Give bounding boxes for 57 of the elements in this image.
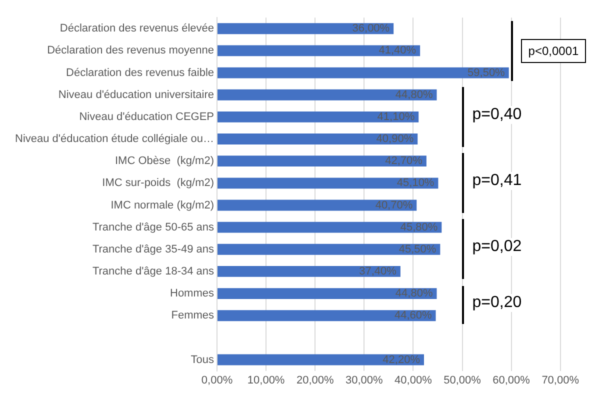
y-tick-label: Tranche d'âge 35-49 ans bbox=[92, 243, 215, 256]
data-label: 44,60% bbox=[394, 310, 432, 322]
y-tick-label: Déclaration des revenus moyenne bbox=[47, 44, 214, 57]
y-tick-label: Tous bbox=[190, 354, 214, 366]
data-label: 40,90% bbox=[376, 133, 414, 146]
y-tick-label: Hommes bbox=[170, 288, 215, 300]
bar bbox=[218, 266, 400, 277]
bar bbox=[218, 310, 436, 322]
y-tick-label: Niveau d'éducation CEGEP bbox=[79, 110, 214, 123]
y-tick-label: IMC sur-poids (kg/m2) bbox=[102, 177, 214, 190]
x-tick-label: 50,00% bbox=[444, 374, 482, 386]
bar bbox=[218, 23, 394, 34]
data-label: 42,70% bbox=[385, 155, 423, 168]
annotation: p=0,40 bbox=[472, 106, 522, 124]
annotation: p=0,02 bbox=[472, 238, 522, 256]
bar bbox=[218, 67, 509, 78]
bar bbox=[218, 288, 437, 299]
data-label: 42,20% bbox=[382, 354, 420, 366]
bar bbox=[218, 134, 418, 144]
data-label: 41,40% bbox=[378, 44, 416, 57]
bar bbox=[218, 45, 420, 56]
bar bbox=[218, 89, 437, 100]
annotation: p=0,41 bbox=[472, 172, 522, 190]
x-tick-label: 30,00% bbox=[346, 374, 384, 386]
data-label: 45,10% bbox=[396, 177, 434, 190]
y-tick-label: Déclaration des revenus faible bbox=[66, 66, 214, 79]
bar bbox=[218, 111, 419, 122]
data-label: 44,80% bbox=[395, 288, 433, 300]
data-label: 36,00% bbox=[352, 22, 390, 35]
x-tick-label: 0,00% bbox=[201, 374, 233, 386]
data-label: 59,50% bbox=[468, 66, 506, 79]
y-tick-label: Tranche d'âge 50-65 ans bbox=[92, 221, 215, 234]
bar bbox=[218, 222, 442, 233]
bar bbox=[218, 178, 438, 189]
y-tick-label: Femmes bbox=[171, 310, 215, 322]
data-label: 37,40% bbox=[359, 265, 397, 278]
x-tick-label: 20,00% bbox=[296, 374, 334, 386]
y-tick-label: Niveau d'éducation universitaire bbox=[58, 88, 214, 101]
bar bbox=[218, 156, 426, 167]
y-tick-label: Tranche d'âge 18-34 ans bbox=[92, 265, 215, 278]
x-tick-label: 40,00% bbox=[394, 374, 432, 386]
data-label: 44,80% bbox=[395, 88, 433, 101]
annotation: p=0,20 bbox=[472, 294, 522, 312]
x-tick-label: 10,00% bbox=[247, 374, 285, 386]
y-tick-label: IMC normale (kg/m2) bbox=[110, 199, 214, 212]
x-tick-label: 60,00% bbox=[492, 374, 530, 386]
y-tick-label: Niveau d'éducation étude collégiale ou… bbox=[15, 133, 214, 146]
data-label: 45,80% bbox=[400, 221, 438, 234]
data-label: 45,50% bbox=[398, 243, 436, 256]
bar bbox=[218, 244, 440, 255]
annotation: p<0,0001 bbox=[521, 38, 586, 63]
data-label: 40,70% bbox=[375, 199, 413, 212]
bar bbox=[218, 354, 424, 366]
y-tick-label: Déclaration des revenus élevée bbox=[60, 22, 214, 35]
x-tick-label: 70,00% bbox=[542, 374, 580, 386]
y-tick-label: IMC Obèse (kg/m2) bbox=[114, 155, 214, 168]
data-label: 41,10% bbox=[377, 110, 415, 123]
